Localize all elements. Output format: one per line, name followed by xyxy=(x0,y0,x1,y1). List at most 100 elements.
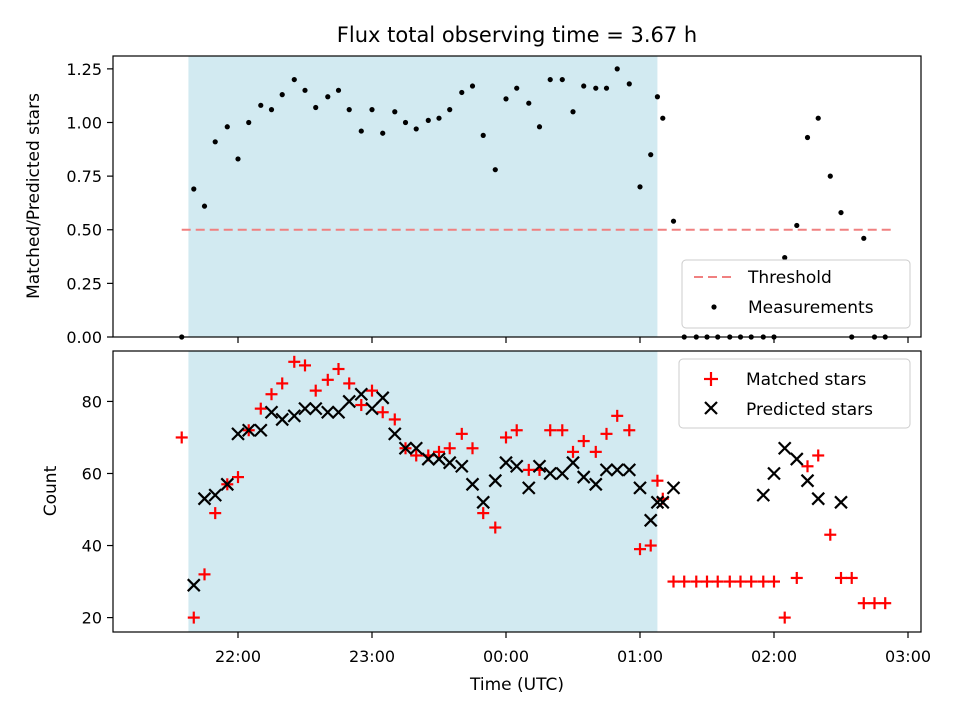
measurement-point xyxy=(447,107,453,113)
matched-star-point xyxy=(299,359,311,372)
predicted-star-point xyxy=(800,473,815,488)
matched-star-point xyxy=(254,402,267,415)
predicted-star-point xyxy=(231,427,245,441)
x-tick-label: 22:00 xyxy=(215,647,261,666)
matched-star-point xyxy=(355,399,368,412)
predicted-star-point xyxy=(331,405,346,420)
matched-star-point xyxy=(500,431,512,444)
predicted-star-point xyxy=(790,452,804,466)
matched-star-point xyxy=(600,427,613,440)
predicted-star-point xyxy=(834,495,848,510)
predicted-star-point xyxy=(488,473,503,488)
matched-star-point xyxy=(835,571,847,584)
measurement-point xyxy=(815,115,821,121)
predicted-star-point xyxy=(365,401,379,416)
matched-star-point xyxy=(388,413,401,426)
matched-star-point xyxy=(410,449,423,462)
ratio-legend-box xyxy=(681,259,911,329)
matched-star-point xyxy=(734,575,747,588)
measurement-point xyxy=(246,119,252,126)
ratio-y-tick-label: 0.50 xyxy=(66,221,102,240)
matched-star-point xyxy=(276,377,289,390)
matched-star-point xyxy=(522,463,535,476)
predicted-star-point xyxy=(767,466,781,481)
measurement-point xyxy=(626,81,632,87)
matched-star-point xyxy=(187,611,200,624)
predicted-star-point xyxy=(455,459,469,474)
matched-star-point xyxy=(723,575,736,588)
matched-star-point xyxy=(824,528,837,541)
matched-star-point xyxy=(433,445,445,458)
matched-star-point xyxy=(321,373,334,386)
predicted-star-point xyxy=(321,405,335,420)
predicted-star-point xyxy=(465,477,480,492)
x-axis-label: Time (UTC) xyxy=(469,675,564,695)
predicted-star-point xyxy=(432,452,446,466)
count-y-tick-label: 40 xyxy=(82,537,102,556)
predicted-star-point xyxy=(756,488,771,502)
predicted-star-point xyxy=(241,423,256,438)
x-tick-label: 02:00 xyxy=(751,647,797,666)
predicted-star-point xyxy=(275,412,289,427)
measurement-point xyxy=(492,167,498,173)
predicted-star-point xyxy=(476,495,490,510)
ratio-y-label: Matched/Predicted stars xyxy=(24,93,44,299)
legend-measurement-swatch xyxy=(711,304,717,310)
count-y-label: Count xyxy=(41,465,61,516)
predicted-star-point xyxy=(354,387,369,402)
measurement-point xyxy=(660,115,666,121)
legend-matched-swatch xyxy=(704,372,718,386)
predicted-star-point xyxy=(633,481,647,495)
matched-star-point xyxy=(232,471,244,484)
matched-star-point xyxy=(265,388,278,401)
matched-star-point xyxy=(801,460,814,473)
observing-window-shade-bottom xyxy=(188,351,658,632)
chart-title: Flux total observing time = 3.67 h xyxy=(337,23,697,47)
measurement-point xyxy=(392,109,398,115)
measurement-point xyxy=(291,76,297,83)
measurement-point xyxy=(514,85,520,91)
predicted-star-point xyxy=(254,423,268,438)
predicted-star-point xyxy=(522,481,536,495)
measurement-point xyxy=(459,89,465,96)
x-tick-label: 03:00 xyxy=(885,647,931,666)
ratio-y-tick-label: 1.00 xyxy=(66,113,102,132)
matched-star-point xyxy=(366,384,378,397)
ratio-panel: 0.00 0.25 0.50 0.75 1.00 1.25 Matched/Predict… xyxy=(24,55,922,347)
measurement-point xyxy=(794,222,800,229)
measurement-point xyxy=(547,76,553,83)
ratio-y-tick-label: 0.25 xyxy=(66,274,102,293)
predicted-star-point xyxy=(566,455,580,470)
count-legend-box xyxy=(678,358,911,429)
matched-star-point xyxy=(868,597,881,610)
measurement-point xyxy=(559,76,565,83)
matched-star-point xyxy=(879,597,892,610)
measurement-point xyxy=(201,203,208,209)
predicted-star-point xyxy=(777,441,792,456)
matched-star-point xyxy=(332,363,345,376)
x-tick-label: 01:00 xyxy=(617,647,663,666)
legend-predicted-swatch xyxy=(704,401,718,415)
matched-star-point xyxy=(634,543,646,556)
predicted-star-point xyxy=(388,427,402,441)
measurement-point xyxy=(313,104,319,111)
measurement-point xyxy=(369,107,375,113)
predicted-star-point xyxy=(589,477,603,492)
legend-matched-label: Matched stars xyxy=(746,370,866,390)
count-y-tick-label: 20 xyxy=(82,609,102,628)
measurement-point xyxy=(325,94,331,100)
predicted-star-point xyxy=(555,466,570,481)
matched-star-point xyxy=(376,406,389,419)
count-plot-frame xyxy=(112,350,922,633)
matched-star-point xyxy=(644,539,657,552)
ratio-y-tick-label: 0.75 xyxy=(66,167,102,186)
measurement-point xyxy=(235,156,241,162)
measurement-point xyxy=(536,124,543,130)
predicted-star-point xyxy=(650,495,665,510)
x-tick-label: 23:00 xyxy=(349,647,395,666)
measurement-point xyxy=(425,117,431,123)
matched-star-point xyxy=(175,431,188,444)
measurement-point xyxy=(603,85,610,91)
predicted-star-point xyxy=(599,463,614,477)
